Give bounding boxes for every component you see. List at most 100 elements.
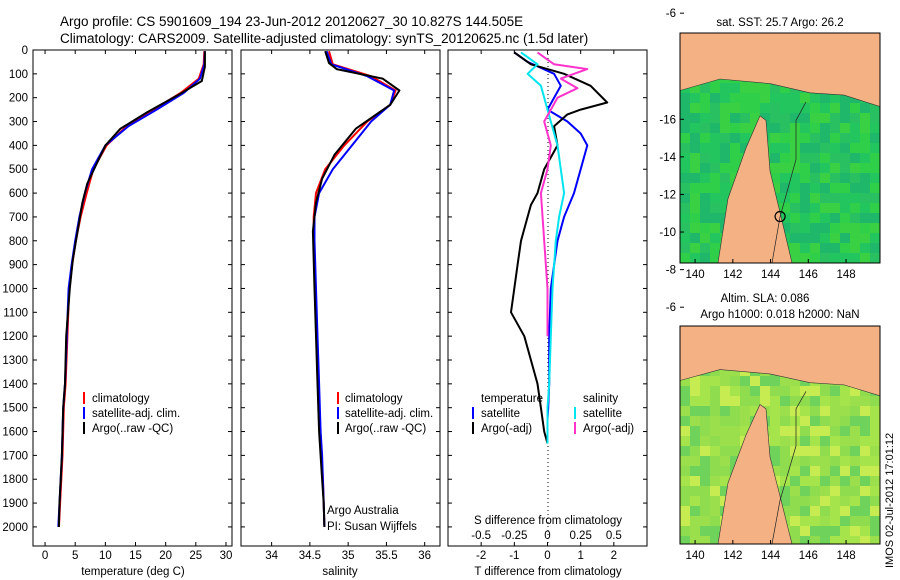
field-cell — [700, 203, 710, 213]
field-cell — [810, 133, 820, 143]
field-cell — [800, 223, 810, 233]
field-cell — [710, 133, 720, 143]
field-cell — [840, 113, 850, 123]
field-cell — [680, 456, 690, 466]
sst-map — [680, 33, 880, 263]
field-cell — [870, 133, 880, 143]
field-cell — [700, 416, 710, 426]
series-argo-raw-qc- — [57, 51, 206, 527]
field-cell — [740, 386, 750, 396]
field-cell — [860, 516, 870, 526]
field-cell — [850, 386, 860, 396]
field-cell — [700, 143, 710, 153]
field-cell — [720, 113, 730, 123]
field-cell — [850, 173, 860, 183]
field-cell — [830, 486, 840, 496]
annotation-argo-australia: Argo Australia — [327, 505, 399, 517]
field-cell — [790, 233, 800, 243]
field-cell — [820, 386, 830, 396]
field-cell — [840, 93, 850, 103]
field-cell — [760, 113, 770, 123]
x-tick-label: -0.25 — [501, 530, 527, 542]
field-cell — [860, 123, 870, 133]
map-y-tick-label: -10 — [659, 227, 676, 239]
field-cell — [790, 243, 800, 253]
field-cell — [850, 143, 860, 153]
field-cell — [750, 396, 760, 406]
field-cell — [810, 213, 820, 223]
field-cell — [730, 113, 740, 123]
field-cell — [700, 233, 710, 243]
field-cell — [770, 93, 780, 103]
field-cell — [700, 506, 710, 516]
field-cell — [840, 153, 850, 163]
field-cell — [840, 233, 850, 243]
field-cell — [840, 253, 850, 263]
field-cell — [820, 203, 830, 213]
depth-tick-label: 0 — [22, 45, 28, 57]
field-cell — [810, 486, 820, 496]
field-cell — [800, 183, 810, 193]
field-cell — [680, 93, 690, 103]
field-cell — [680, 243, 690, 253]
field-cell — [860, 103, 870, 113]
map-y-tick-label: -6 — [666, 8, 676, 20]
field-cell — [690, 466, 700, 476]
field-cell — [800, 476, 810, 486]
field-cell — [680, 486, 690, 496]
field-cell — [740, 133, 750, 143]
salinity-legend: climatology satellite-adj. clim. Argo(..… — [337, 392, 433, 435]
field-cell — [860, 426, 870, 436]
field-cell — [720, 456, 730, 466]
field-cell — [710, 113, 720, 123]
field-cell — [680, 466, 690, 476]
field-cell — [800, 233, 810, 243]
field-cell — [700, 436, 710, 446]
field-cell — [680, 193, 690, 203]
field-cell — [790, 396, 800, 406]
field-cell — [680, 213, 690, 223]
sla-map-title-2: Argo h1000: 0.018 h2000: NaN — [700, 309, 859, 321]
field-cell — [800, 253, 810, 263]
field-cell — [800, 243, 810, 253]
field-cell — [780, 183, 790, 193]
field-cell — [810, 223, 820, 233]
land-new-guinea — [680, 326, 880, 397]
x-tick-label: 15 — [129, 550, 142, 562]
field-cell — [780, 133, 790, 143]
field-cell — [870, 123, 880, 133]
field-cell — [690, 183, 700, 193]
field-cell — [820, 133, 830, 143]
field-cell — [870, 486, 880, 496]
field-cell — [830, 233, 840, 243]
field-cell — [790, 496, 800, 506]
field-cell — [850, 193, 860, 203]
x-tick-label: 1 — [577, 550, 583, 562]
field-cell — [700, 386, 710, 396]
field-cell — [830, 113, 840, 123]
field-cell — [730, 446, 740, 456]
field-cell — [870, 103, 880, 113]
field-cell — [830, 133, 840, 143]
field-cell — [830, 123, 840, 133]
field-cell — [800, 466, 810, 476]
field-cell — [710, 183, 720, 193]
map-y-tick-label: -8 — [666, 265, 676, 277]
field-cell — [840, 173, 850, 183]
field-cell — [820, 526, 830, 536]
field-cell — [870, 173, 880, 183]
field-cell — [840, 416, 850, 426]
field-cell — [710, 93, 720, 103]
field-cell — [850, 536, 860, 544]
field-cell — [780, 123, 790, 133]
difference-legend: temperature salinity satellite Argo(-adj… — [472, 393, 634, 435]
field-cell — [780, 83, 790, 93]
field-cell — [720, 416, 730, 426]
x-tick-label: 20 — [159, 550, 172, 562]
field-cell — [690, 193, 700, 203]
field-cell — [870, 153, 880, 163]
field-cell — [680, 526, 690, 536]
field-cell — [850, 446, 860, 456]
field-cell — [790, 93, 800, 103]
field-cell — [700, 83, 710, 93]
